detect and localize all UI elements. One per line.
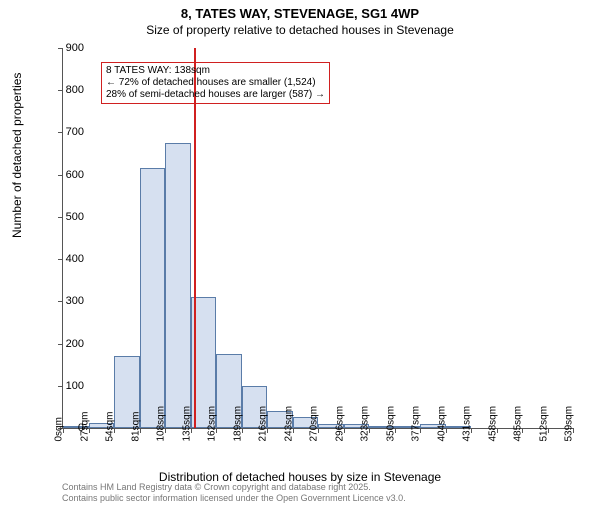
ytick-label: 400 (66, 253, 84, 265)
ytick-label: 700 (66, 126, 84, 138)
footer-line-2: Contains public sector information licen… (62, 493, 406, 504)
histogram-bar (165, 143, 191, 428)
ytick-label: 600 (66, 169, 84, 181)
plot-area: 8 TATES WAY: 138sqm← 72% of detached hou… (62, 48, 573, 429)
ytick-label: 100 (66, 380, 84, 392)
ytick-line (58, 259, 63, 260)
chart-title-sub: Size of property relative to detached ho… (0, 23, 600, 37)
ytick-line (58, 90, 63, 91)
ytick-line (58, 48, 63, 49)
ytick-line (58, 301, 63, 302)
ytick-line (58, 175, 63, 176)
annotation-box: 8 TATES WAY: 138sqm← 72% of detached hou… (101, 62, 330, 104)
footer-line-1: Contains HM Land Registry data © Crown c… (62, 482, 406, 493)
ytick-line (58, 217, 63, 218)
ytick-line (58, 386, 63, 387)
annotation-line-2: ← 72% of detached houses are smaller (1,… (106, 77, 325, 89)
annotation-line-1: 8 TATES WAY: 138sqm (106, 65, 325, 77)
footer-attribution: Contains HM Land Registry data © Crown c… (62, 482, 406, 504)
ytick-label: 300 (66, 295, 84, 307)
property-marker-line (194, 48, 196, 428)
annotation-line-3: 28% of semi-detached houses are larger (… (106, 89, 325, 101)
ytick-line (58, 132, 63, 133)
histogram-bar (140, 168, 166, 428)
ytick-label: 900 (66, 42, 84, 54)
ytick-label: 500 (66, 211, 84, 223)
chart-title-main: 8, TATES WAY, STEVENAGE, SG1 4WP (0, 6, 600, 21)
ytick-label: 800 (66, 84, 84, 96)
chart-container: 8 TATES WAY: 138sqm← 72% of detached hou… (62, 48, 572, 428)
ytick-label: 200 (66, 338, 84, 350)
y-axis-label: Number of detached properties (10, 73, 24, 238)
ytick-line (58, 344, 63, 345)
